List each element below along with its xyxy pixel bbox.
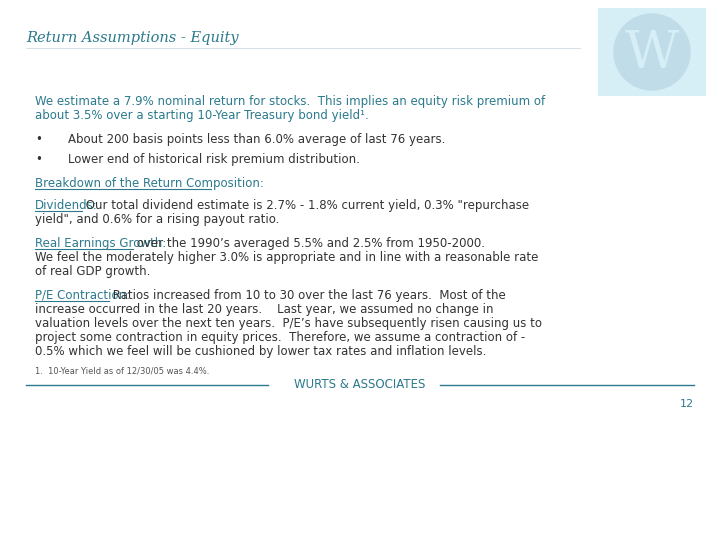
Text: Real Earnings Growth:: Real Earnings Growth: <box>35 237 166 250</box>
Text: •: • <box>35 153 42 166</box>
Text: 12: 12 <box>680 399 694 409</box>
Text: project some contraction in equity prices.  Therefore, we assume a contraction o: project some contraction in equity price… <box>35 331 526 344</box>
Text: Dividends:: Dividends: <box>35 199 98 212</box>
Text: •: • <box>35 133 42 146</box>
Text: yield", and 0.6% for a rising payout ratio.: yield", and 0.6% for a rising payout rat… <box>35 213 279 226</box>
Text: About 200 basis points less than 6.0% average of last 76 years.: About 200 basis points less than 6.0% av… <box>68 133 446 146</box>
Text: Ratios increased from 10 to 30 over the last 76 years.  Most of the: Ratios increased from 10 to 30 over the … <box>109 289 506 302</box>
Text: P/E Contraction:: P/E Contraction: <box>35 289 130 302</box>
Text: 1.  10-Year Yield as of 12/30/05 was 4.4%.: 1. 10-Year Yield as of 12/30/05 was 4.4%… <box>35 367 210 376</box>
Circle shape <box>614 14 690 90</box>
Text: Lower end of historical risk premium distribution.: Lower end of historical risk premium dis… <box>68 153 360 166</box>
Bar <box>598 8 706 96</box>
Text: W: W <box>625 29 679 79</box>
Text: We estimate a 7.9% nominal return for stocks.  This implies an equity risk premi: We estimate a 7.9% nominal return for st… <box>35 95 545 108</box>
Text: WURTS & ASSOCIATES: WURTS & ASSOCIATES <box>294 379 426 392</box>
Text: Our total dividend estimate is 2.7% - 1.8% current yield, 0.3% "repurchase: Our total dividend estimate is 2.7% - 1.… <box>81 199 528 212</box>
Text: increase occurred in the last 20 years.    Last year, we assumed no change in: increase occurred in the last 20 years. … <box>35 303 493 316</box>
Text: 0.5% which we feel will be cushioned by lower tax rates and inflation levels.: 0.5% which we feel will be cushioned by … <box>35 345 487 358</box>
Text: about 3.5% over a starting 10-Year Treasury bond yield¹.: about 3.5% over a starting 10-Year Treas… <box>35 109 369 122</box>
Text: Breakdown of the Return Composition:: Breakdown of the Return Composition: <box>35 177 264 190</box>
Text: of real GDP growth.: of real GDP growth. <box>35 265 150 278</box>
Text: Return Assumptions - Equity: Return Assumptions - Equity <box>26 31 238 45</box>
Text: valuation levels over the next ten years.  P/E’s have subsequently risen causing: valuation levels over the next ten years… <box>35 317 542 330</box>
Text: over the 1990’s averaged 5.5% and 2.5% from 1950-2000.: over the 1990’s averaged 5.5% and 2.5% f… <box>132 237 485 250</box>
Text: We feel the moderately higher 3.0% is appropriate and in line with a reasonable : We feel the moderately higher 3.0% is ap… <box>35 251 539 264</box>
